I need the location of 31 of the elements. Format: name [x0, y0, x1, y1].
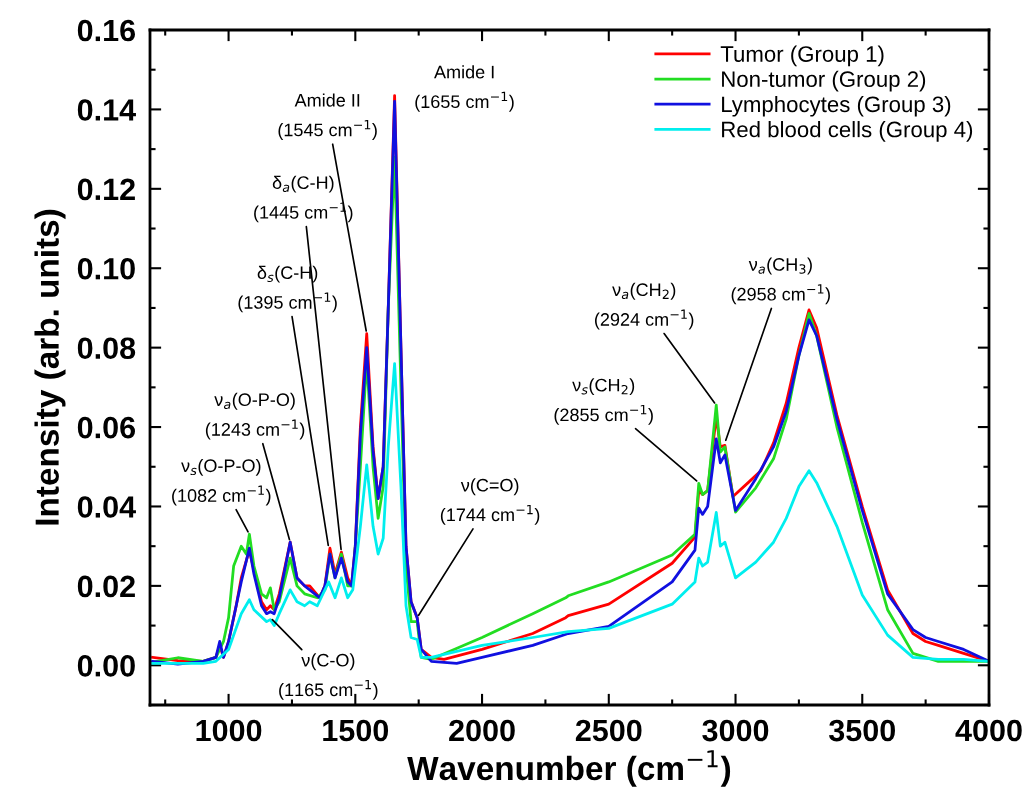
x-tick-label: 4000: [955, 719, 1022, 742]
y-tick-label: 0.08: [77, 337, 136, 360]
y-tick-label: 0.00: [77, 655, 135, 677]
annotation: Amide II (1545 cm$^{−1}$): [278, 93, 377, 140]
x-tick-label: 1500: [323, 719, 389, 742]
y-axis-title: Intensity (arb. units): [34, 209, 66, 525]
annotation: ν$_{a}$(O-P-O) (1243 cm$^{−1}$): [205, 392, 305, 440]
y-tick-label: 0.12: [77, 178, 135, 201]
y-tick-label: 0.10: [77, 257, 135, 280]
x-axis-title: Wavenumber (cm$^{−1}$): [407, 750, 731, 787]
annotation: ν(C=O) (1744 cm$^{−1}$): [440, 478, 540, 525]
annotation: ν$_{s}$(CH$_{2}$) (2855 cm$^{−1}$): [554, 378, 653, 425]
annotation: ν(C-O) (1165 cm$^{−1}$): [279, 653, 378, 700]
x-tick-label: 2500: [575, 719, 642, 742]
legend-label: Non-tumor (Group 2): [722, 70, 926, 92]
y-tick-label: 0.14: [77, 99, 136, 121]
annotation: Amide I (1655 cm$^{−1}$): [415, 65, 514, 112]
annotation: ν$_{s}$(O-P-O) (1082 cm$^{−1}$): [172, 458, 271, 506]
x-tick-label: 1000: [196, 719, 262, 742]
legend-label: Tumor (Group 1): [720, 45, 884, 67]
x-tick-label: 2000: [449, 719, 515, 742]
y-tick-label: 0.06: [77, 416, 136, 439]
y-tick-label: 0.16: [77, 19, 136, 42]
y-tick-label: 0.02: [77, 575, 135, 598]
annotation: ν$_{a}$(CH$_{3}$) (2958 cm$^{−1}$): [731, 257, 830, 305]
y-tick-label: 0.04: [77, 496, 136, 518]
x-tick-label: 3500: [828, 719, 895, 742]
annotation: ν$_{a}$(CH$_{2}$) (2924 cm$^{−1}$): [595, 282, 694, 330]
legend-label: Lymphocytes (Group 3): [722, 95, 951, 117]
legend-label: Red blood cells (Group 4): [722, 121, 973, 142]
x-tick-label: 3000: [702, 719, 769, 742]
